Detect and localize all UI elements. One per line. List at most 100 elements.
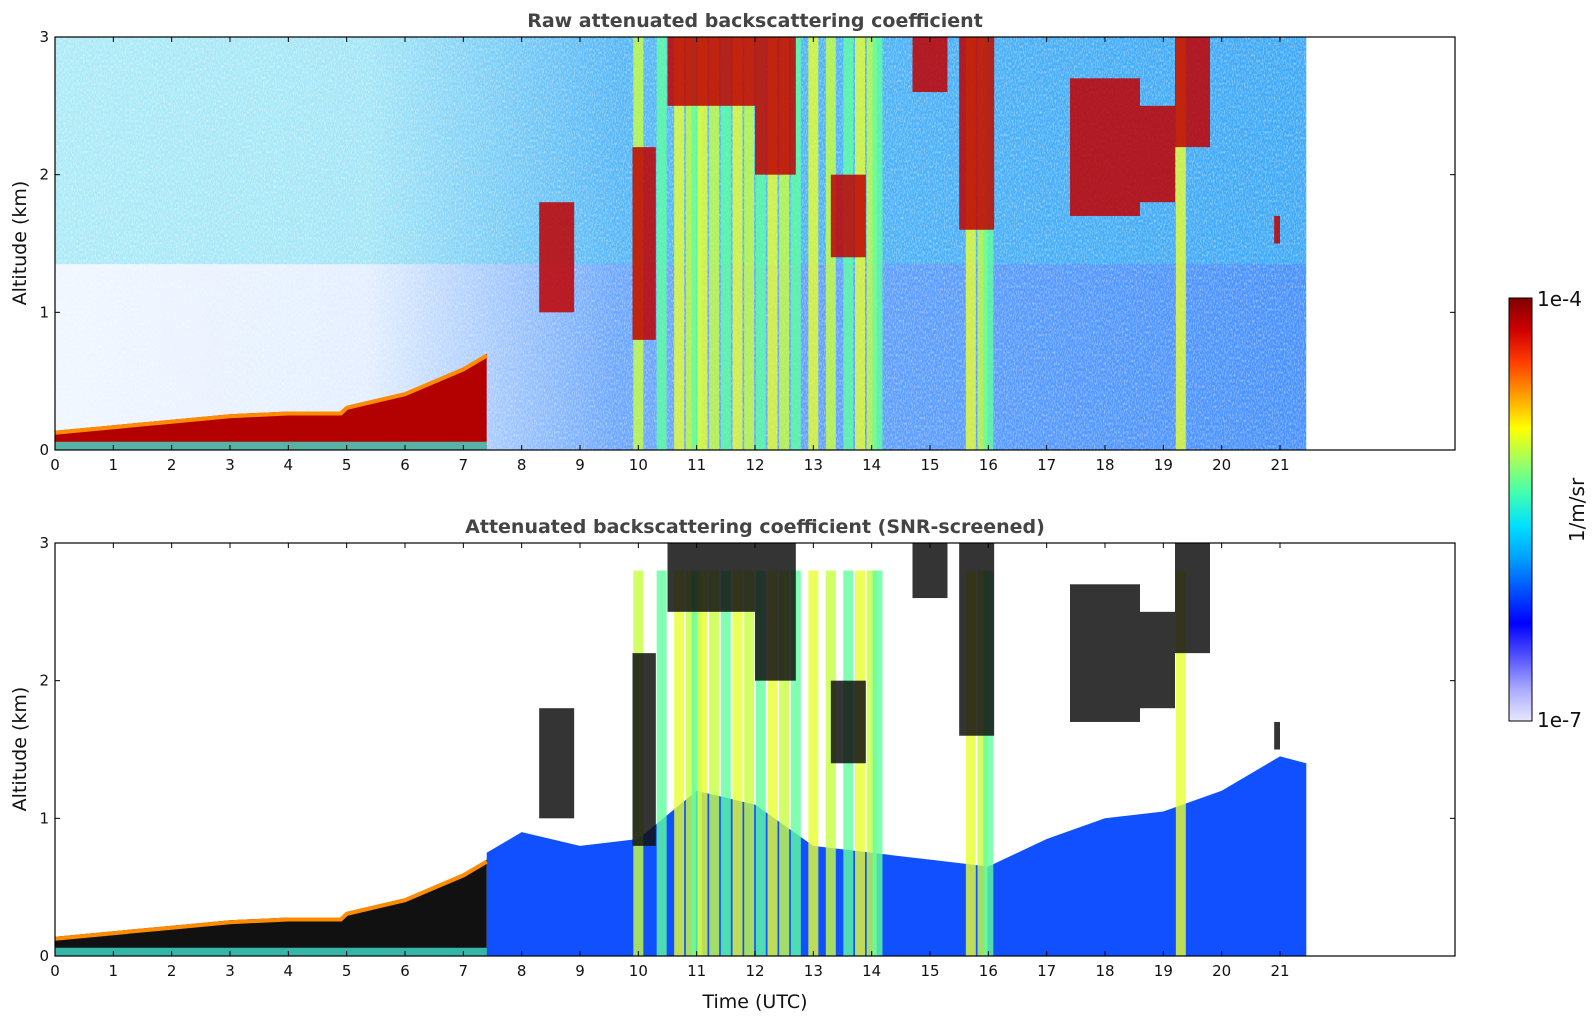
cloud-segment — [632, 653, 656, 846]
precip-streak — [755, 570, 766, 956]
x-axis: 0 1 2 3 4 5 6 7 8 9 10 11 12 13 14 15 16 17 18 19 20 21 — [50, 543, 1290, 980]
cloud-segment — [1140, 105, 1175, 203]
x-tick-label: 15 — [920, 962, 939, 980]
x-tick-label: 0 — [50, 456, 60, 474]
x-tick-label: 14 — [862, 962, 881, 980]
x-tick-label: 15 — [920, 456, 939, 474]
cloud-segment — [912, 37, 948, 93]
colorbar-unit-label: 1/m/sr — [1565, 477, 1589, 542]
x-tick-label: 18 — [1095, 962, 1114, 980]
cloud-segment — [755, 37, 796, 175]
x-tick-label: 20 — [1212, 962, 1231, 980]
cloud-segment — [1140, 611, 1175, 709]
precip-streak — [866, 37, 877, 450]
panel-title: Raw attenuated backscattering coefficien… — [527, 10, 983, 32]
x-tick-label: 10 — [629, 962, 648, 980]
precip-streak — [779, 570, 790, 956]
cloud-segment — [1175, 543, 1210, 654]
precip-streak — [866, 570, 877, 956]
x-tick-label: 8 — [517, 456, 527, 474]
x-tick-label: 2 — [167, 456, 177, 474]
cloud-segment — [539, 708, 575, 819]
x-tick-label: 21 — [1270, 962, 1289, 980]
x-tick-label: 8 — [517, 962, 527, 980]
precip-streak — [977, 37, 988, 450]
cloud-segment — [912, 543, 948, 599]
precip-streak — [872, 570, 883, 956]
cloud-segment — [1274, 721, 1280, 750]
precip-streak — [1175, 37, 1186, 450]
y-tick-label: 3 — [39, 28, 49, 46]
cloud-segment — [755, 543, 796, 681]
panel-title: Attenuated backscattering coefficient (S… — [465, 516, 1045, 538]
x-tick-label: 18 — [1095, 456, 1114, 474]
heatmap-raw — [55, 37, 1307, 450]
surface-layer — [55, 441, 487, 450]
precip-streak — [965, 37, 976, 450]
panel-snr-screened: Attenuated backscattering coefficient (S… — [9, 516, 1456, 1013]
precip-streak — [767, 570, 778, 956]
precip-streak — [732, 570, 743, 956]
precip-streak — [709, 570, 720, 956]
x-tick-label: 12 — [745, 456, 764, 474]
cloud-segment — [959, 37, 995, 230]
x-tick-label: 2 — [167, 962, 177, 980]
y-axis-label: Altitude (km) — [9, 181, 31, 306]
x-tick-label: 1 — [109, 962, 119, 980]
x-tick-label: 10 — [629, 456, 648, 474]
precip-streak — [808, 570, 819, 956]
x-tick-label: 5 — [342, 962, 352, 980]
precip-streak — [977, 570, 988, 956]
x-tick-label: 20 — [1212, 456, 1231, 474]
precip-streak — [744, 37, 755, 450]
cloud-segment — [959, 543, 995, 736]
precip-streak — [685, 37, 696, 450]
precip-streak — [656, 570, 667, 956]
colorbar: 1e-4 1e-7 1/m/sr — [1508, 287, 1589, 732]
y-axis: 0 1 2 3 — [39, 28, 1455, 459]
x-tick-label: 4 — [284, 962, 294, 980]
x-tick-label: 1 — [109, 456, 119, 474]
x-tick-label: 12 — [745, 962, 764, 980]
x-tick-label: 16 — [979, 962, 998, 980]
precip-streak — [691, 37, 702, 450]
precip-streak — [872, 37, 883, 450]
x-tick-label: 17 — [1037, 962, 1056, 980]
boundary-layer — [55, 353, 487, 450]
x-tick-label: 3 — [225, 456, 235, 474]
colorbar-min-label: 1e-7 — [1537, 708, 1582, 732]
y-axis: 0 1 2 3 — [39, 534, 1455, 965]
precip-streak — [790, 37, 801, 450]
x-axis: 0 1 2 3 4 5 6 7 8 9 10 11 12 13 14 15 16 17 18 19 20 21 — [50, 37, 1290, 474]
cloud-segment — [667, 543, 755, 612]
cloud-segment — [539, 202, 575, 313]
precip-streak — [983, 37, 994, 450]
precip-streak — [674, 37, 685, 450]
x-tick-label: 21 — [1270, 456, 1289, 474]
x-tick-label: 5 — [342, 456, 352, 474]
x-tick-label: 14 — [862, 456, 881, 474]
x-tick-label: 13 — [804, 456, 823, 474]
precip-streak — [685, 570, 696, 956]
x-tick-label: 7 — [459, 456, 469, 474]
cloud-segment — [1175, 37, 1210, 148]
x-tick-label: 13 — [804, 962, 823, 980]
cloud-segment — [1070, 78, 1140, 216]
x-tick-label: 6 — [400, 962, 410, 980]
precip-streak — [965, 570, 976, 956]
precip-streak — [720, 37, 731, 450]
precip-streak — [983, 570, 994, 956]
heatmap-snr-screened — [55, 543, 1307, 956]
precip-streak — [709, 37, 720, 450]
precip-streak — [755, 37, 766, 450]
x-axis-label: Time (UTC) — [701, 991, 807, 1013]
y-tick-label: 2 — [39, 672, 49, 690]
precip-streak — [697, 37, 708, 450]
cloud-segment — [830, 680, 866, 764]
cloud-segment — [667, 37, 755, 106]
precip-streak — [779, 37, 790, 450]
y-tick-label: 2 — [39, 166, 49, 184]
boundary-layer — [55, 859, 487, 956]
x-tick-label: 16 — [979, 456, 998, 474]
